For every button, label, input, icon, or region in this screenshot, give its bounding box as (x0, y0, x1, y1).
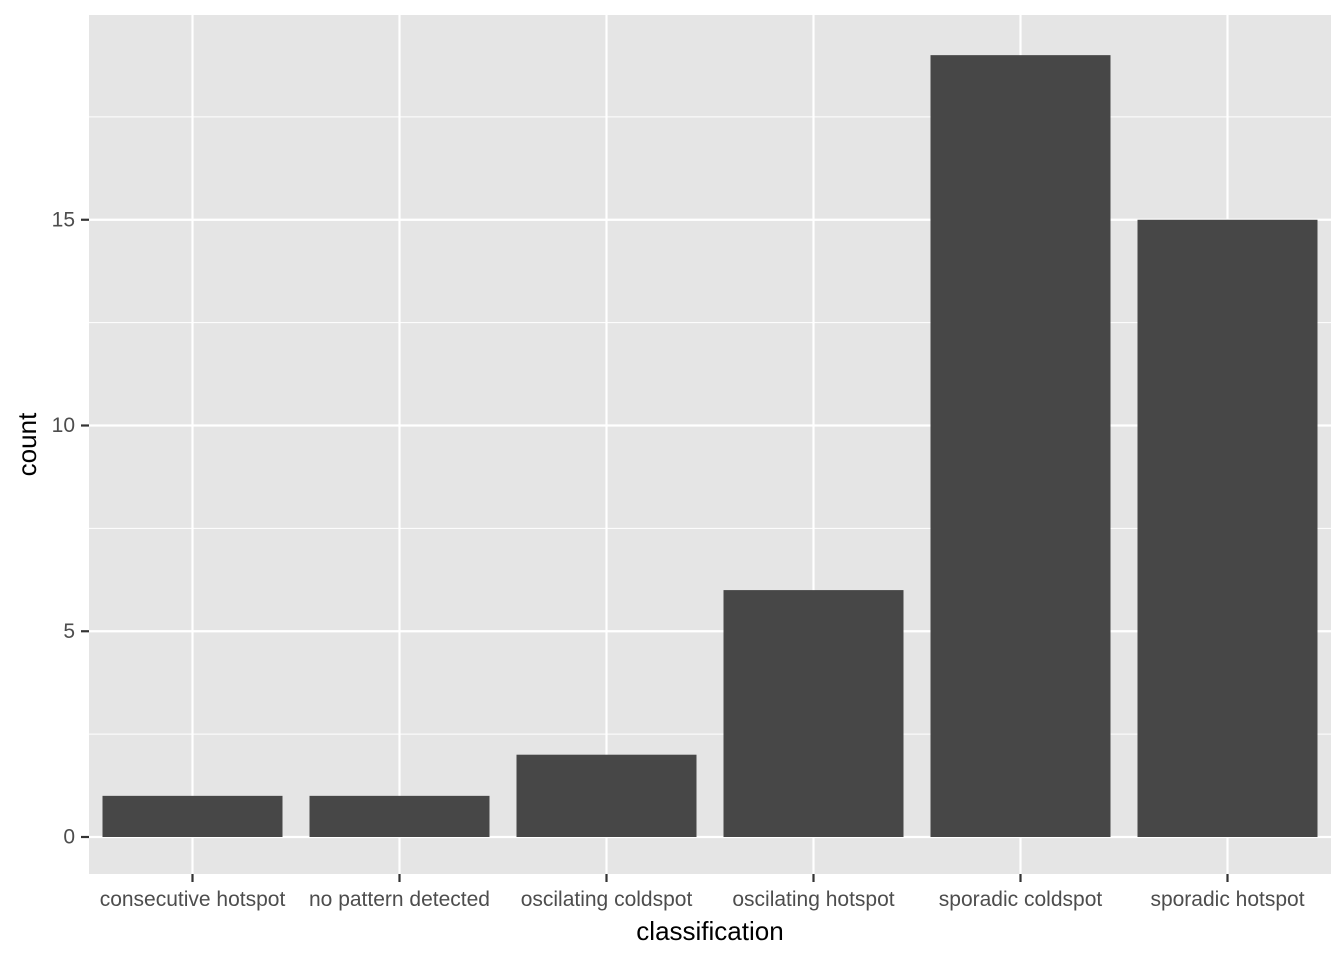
bar (516, 754, 697, 837)
x-axis: consecutive hotspot no pattern detected os… (100, 874, 1305, 911)
bars (102, 55, 1318, 837)
y-axis-title: count (12, 412, 42, 476)
x-tick-label: sporadic hotspot (1150, 888, 1304, 911)
x-axis-title: classification (636, 916, 783, 946)
y-tick-label: 0 (63, 826, 75, 849)
x-tick-label: consecutive hotspot (100, 888, 286, 911)
y-tick-label: 15 (52, 208, 75, 231)
minor-gridlines (89, 116, 1331, 735)
x-tick-label: oscilating coldspot (521, 888, 693, 911)
bar (1137, 219, 1318, 837)
x-tick-label: oscilating hotspot (732, 888, 894, 911)
bar (930, 55, 1111, 837)
x-tick-label: no pattern detected (309, 888, 490, 911)
y-tick-label: 10 (52, 414, 75, 437)
y-axis: 0 5 10 15 (52, 208, 89, 849)
x-tick-label: sporadic coldspot (939, 888, 1103, 911)
bar (309, 795, 490, 837)
bar (102, 795, 283, 837)
y-tick-label: 5 (63, 620, 75, 643)
bar (723, 590, 904, 837)
plot-panel (89, 15, 1331, 874)
